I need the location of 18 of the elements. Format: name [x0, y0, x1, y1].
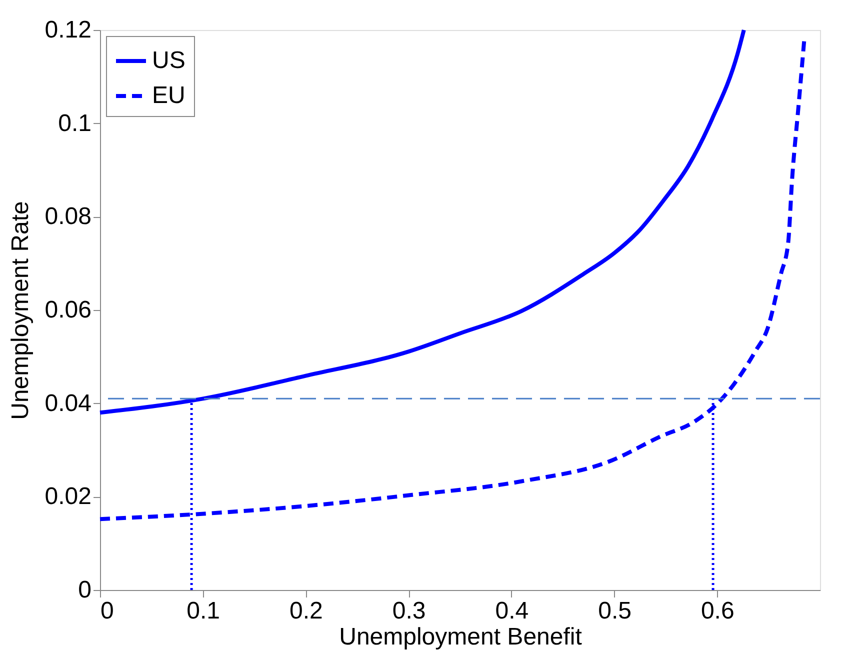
y-tick-label: 0 [78, 576, 92, 604]
y-tick-label: 0.08 [44, 203, 92, 230]
x-axis-title: Unemployment Benefit [339, 624, 582, 650]
x-tick-label: 0.6 [700, 598, 734, 624]
x-tick-label: 0.1 [186, 598, 220, 624]
x-tick-label: 0.2 [290, 598, 323, 624]
legend-label: US [152, 47, 186, 74]
x-tick-label: 0.4 [495, 598, 529, 624]
y-tick-label: 0.12 [44, 16, 92, 44]
y-tick-label: 0.1 [58, 110, 92, 137]
x-tick-label: 0.5 [598, 598, 632, 624]
x-tick-label: 0.3 [392, 598, 426, 624]
legend-label: EU [152, 82, 186, 109]
y-tick-label: 0.04 [44, 390, 92, 417]
y-tick-label: 0.02 [44, 483, 92, 510]
y-axis-title: Unemployment Rate [6, 201, 34, 420]
y-tick-label: 0.06 [44, 296, 92, 324]
x-tick-label: 0 [100, 598, 114, 624]
